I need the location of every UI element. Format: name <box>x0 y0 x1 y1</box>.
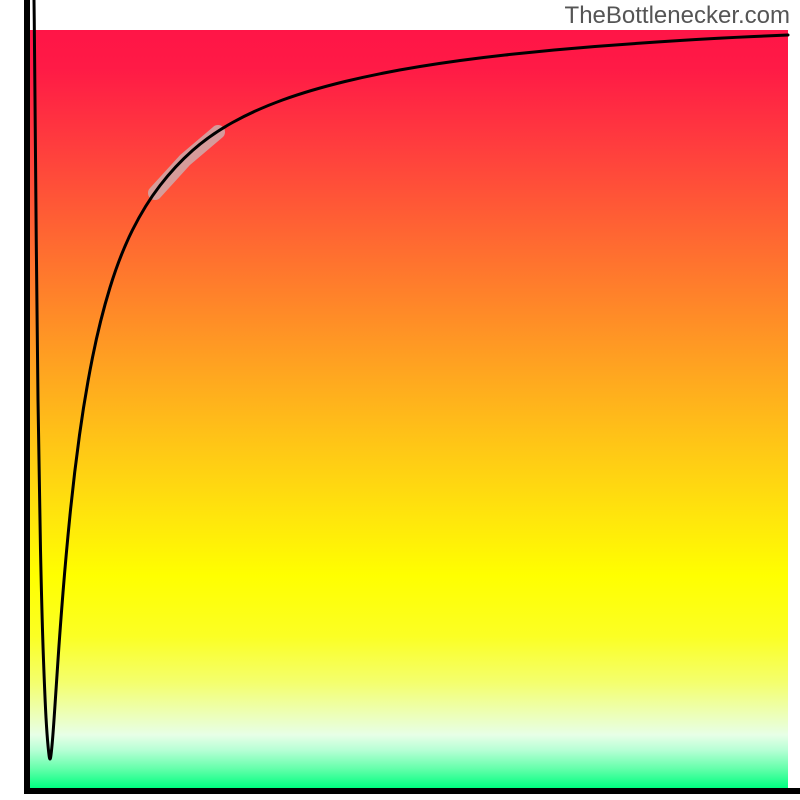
curve-layer <box>30 30 788 788</box>
y-axis-line <box>24 0 30 794</box>
bottleneck-curve <box>34 0 788 759</box>
plot-area <box>30 30 788 788</box>
bottleneck-chart: TheBottlenecker.com <box>0 0 800 800</box>
x-axis-line <box>24 788 800 794</box>
curve-highlight-segment <box>155 132 218 193</box>
attribution-label: TheBottlenecker.com <box>565 2 790 29</box>
attribution-text: TheBottlenecker.com <box>565 2 790 30</box>
